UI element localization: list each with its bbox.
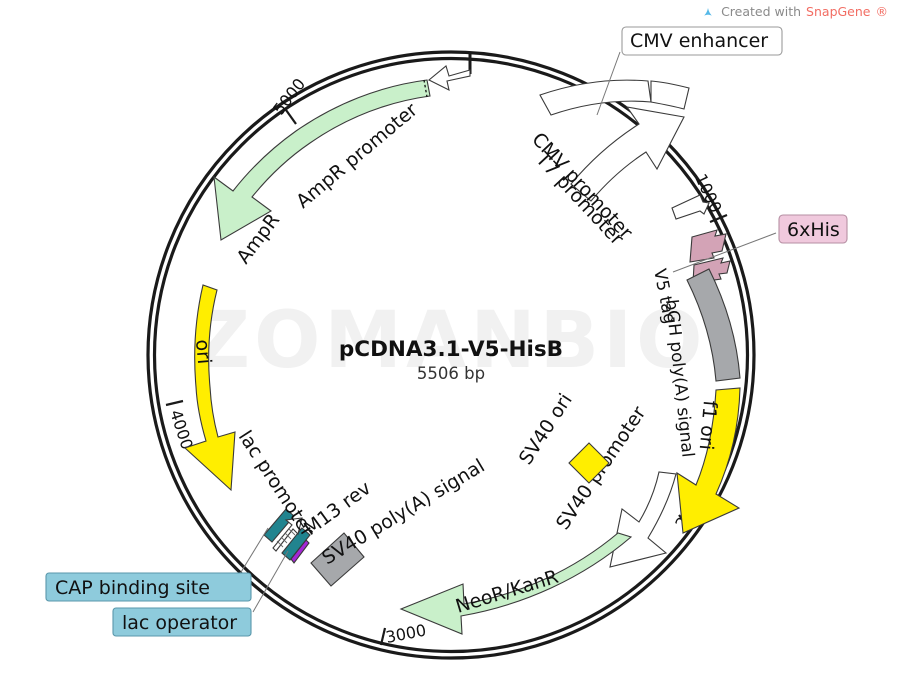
callout-lac-operator[interactable]: lac operator: [112, 550, 289, 637]
plasmid-backbone: [146, 50, 756, 660]
feature-sv40-polya[interactable]: [310, 532, 365, 587]
feature-bgh-polya[interactable]: [686, 268, 741, 382]
snapgene-logo-icon: [704, 7, 712, 16]
plasmid-size: 5506 bp: [417, 364, 485, 383]
plasmid-name: pCDNA3.1-V5-HisB: [339, 337, 563, 362]
feature-label-ori: ori: [191, 339, 215, 366]
feature-label-sv40-ori: SV40 ori: [515, 390, 577, 469]
feature-label-bgh-polya: bGH poly(A) signal: [661, 298, 697, 458]
feature-f1-ori[interactable]: f1 ori: [676, 387, 741, 534]
feature-t7-promoter[interactable]: [671, 194, 710, 220]
attribution-suffix: ®: [875, 4, 889, 19]
attribution-prefix: Created with: [721, 4, 802, 19]
callout-label-cmv-enhancer: CMV enhancer: [630, 30, 768, 52]
callout-cap-binding-site[interactable]: CAP binding site: [45, 527, 269, 602]
callout-label-lac-operator: lac operator: [122, 612, 237, 634]
callout-label-6xhis: 6xHis: [787, 219, 840, 241]
feature-ampr[interactable]: [213, 79, 431, 241]
feature-sv40-promoter[interactable]: [609, 471, 677, 568]
feature-ampr-promoter[interactable]: [427, 65, 471, 92]
snapgene-attribution: Created with SnapGene ®: [702, 4, 888, 19]
feature-v5-tag[interactable]: [689, 229, 727, 263]
feature-cmv-promoter[interactable]: [570, 80, 690, 202]
feature-lac-promoter[interactable]: [272, 517, 303, 552]
feature-cap-binding-site[interactable]: [263, 508, 295, 543]
callout-label-cap-binding-site: CAP binding site: [55, 577, 210, 599]
feature-lac-operator[interactable]: [281, 527, 311, 561]
feature-label-neor-kanr: NeoR/KanR: [453, 566, 561, 618]
callout-cmv-enhancer[interactable]: CMV enhancer: [596, 26, 783, 116]
feature-neor-kanr[interactable]: NeoR/KanR: [399, 532, 633, 635]
feature-label-f1-ori: f1 ori: [695, 400, 721, 451]
feature-ori[interactable]: ori: [183, 284, 236, 492]
attribution-brand: SnapGene: [806, 4, 871, 19]
callout-6xhis[interactable]: 6xHis: [672, 214, 848, 273]
tick-label-3000: 3000: [384, 621, 428, 647]
feature-sv40-ori[interactable]: [568, 442, 610, 484]
